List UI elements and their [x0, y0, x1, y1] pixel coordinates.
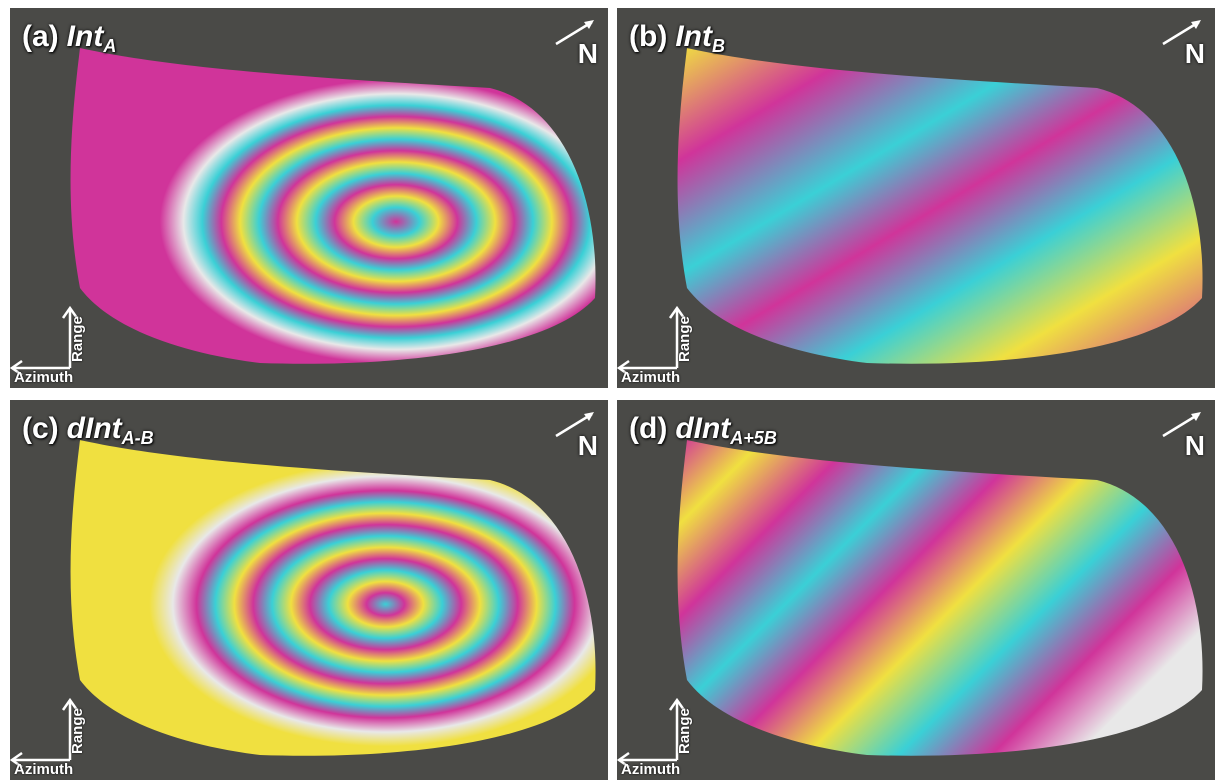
panel-a-tag: (a)	[22, 20, 59, 53]
interferogram-d-image	[617, 400, 1215, 780]
panel-c-name: dInt	[66, 412, 122, 445]
range-label: Range	[676, 316, 693, 362]
north-label: N	[1184, 38, 1205, 69]
panel-d-subscript: A+5B	[730, 428, 777, 448]
azimuth-label: Azimuth	[621, 761, 681, 778]
range-azimuth-axes-icon	[617, 305, 686, 377]
north-label: N	[577, 430, 598, 461]
north-arrow-icon	[1162, 412, 1201, 438]
panel-c: (c) dIntA-B N Range Azimuth	[10, 400, 608, 780]
range-azimuth-axes-icon	[10, 697, 79, 769]
panel-b-tag: (b)	[629, 20, 668, 53]
range-label: Range	[676, 708, 693, 754]
panel-a-name: Int	[66, 20, 104, 53]
panel-d-name: dInt	[675, 412, 731, 445]
panel-b-subscript: B	[711, 36, 725, 56]
panel-b-title: (b) IntB	[629, 20, 725, 56]
north-label: N	[1184, 430, 1205, 461]
interferogram-a-image	[10, 8, 608, 388]
panel-c-title: (c) dIntA-B	[22, 412, 154, 448]
interferogram-c-image	[10, 400, 608, 780]
panel-c-subscript: A-B	[121, 428, 154, 448]
panel-d-title: (d) dIntA+5B	[629, 412, 777, 448]
north-arrow-icon	[555, 20, 594, 46]
panel-d: (d) dIntA+5B N Range Azimuth	[617, 400, 1215, 780]
north-arrow-icon	[555, 412, 594, 438]
range-azimuth-axes-icon	[10, 305, 79, 377]
panel-b-name: Int	[675, 20, 712, 53]
interferogram-b-image	[617, 8, 1215, 388]
range-label: Range	[69, 708, 86, 754]
panel-a: (a) IntA N Range Azimuth	[10, 8, 608, 388]
panel-c-tag: (c)	[22, 412, 59, 445]
range-label: Range	[69, 316, 86, 362]
north-label: N	[577, 38, 598, 69]
north-arrow-icon	[1162, 20, 1201, 46]
azimuth-label: Azimuth	[14, 761, 74, 778]
panel-a-subscript: A	[103, 36, 117, 56]
panel-d-tag: (d)	[629, 412, 668, 445]
panel-a-title: (a) IntA	[22, 20, 117, 56]
azimuth-label: Azimuth	[621, 369, 681, 386]
azimuth-label: Azimuth	[14, 369, 74, 386]
range-azimuth-axes-icon	[617, 697, 686, 769]
panel-b: (b) IntB N Range Azimuth	[617, 8, 1215, 388]
